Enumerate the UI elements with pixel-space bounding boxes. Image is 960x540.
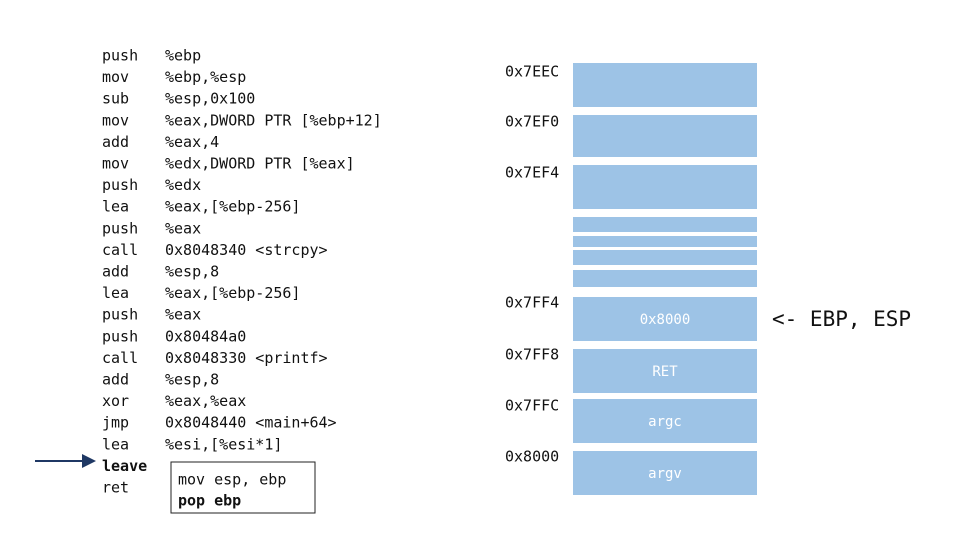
mnemonic: call: [102, 241, 138, 259]
mnemonic: ret: [102, 479, 129, 497]
stack-cell: [573, 236, 757, 247]
mnemonic: mov: [102, 111, 129, 129]
address: 0x7EF4: [505, 164, 559, 182]
operand: 0x8048340 <strcpy>: [165, 241, 328, 259]
operand: %eax,4: [165, 133, 219, 151]
operand: %eax,DWORD PTR [%ebp+12]: [165, 111, 382, 129]
mnemonic: sub: [102, 90, 129, 108]
cell-label: argv: [648, 466, 682, 482]
operand: %esp,0x100: [165, 90, 255, 108]
mnemonic: mov: [102, 68, 129, 86]
address: 0x7FF4: [505, 294, 559, 312]
mnemonic: add: [102, 263, 129, 281]
address: 0x7FFC: [505, 397, 559, 415]
operand: %eax: [165, 306, 201, 324]
mnemonic: push: [102, 327, 138, 345]
stack-cell: [573, 115, 757, 157]
mnemonic: add: [102, 371, 129, 389]
mnemonic: lea: [102, 198, 129, 216]
stack-cell: [573, 270, 757, 287]
current-arrow: [35, 454, 96, 468]
mnemonic: add: [102, 133, 129, 151]
address: 0x8000: [505, 448, 559, 466]
mnemonic: push: [102, 176, 138, 194]
cell-label: argc: [648, 414, 682, 430]
operand: %eax,[%ebp-256]: [165, 198, 300, 216]
operand: 0x8048440 <main+64>: [165, 414, 337, 432]
mnemonic: xor: [102, 392, 129, 410]
address: 0x7EEC: [505, 63, 559, 81]
operand: 0x80484a0: [165, 327, 246, 345]
mnemonic: leave: [102, 457, 147, 475]
mnemonic: lea: [102, 435, 129, 453]
operand: %edx,DWORD PTR [%eax]: [165, 155, 355, 173]
operand: %ebp: [165, 47, 201, 65]
stack-cell: [573, 297, 757, 341]
operand: %esp,8: [165, 263, 219, 281]
stack-cell: [573, 217, 757, 232]
stack-cell: [573, 165, 757, 209]
mnemonic: push: [102, 219, 138, 237]
operand: %eax,[%ebp-256]: [165, 284, 300, 302]
mnemonic: mov: [102, 155, 129, 173]
pointer-label: <- EBP, ESP: [772, 307, 911, 331]
cell-label: 0x8000: [640, 312, 691, 328]
operand: %eax: [165, 219, 201, 237]
address: 0x7FF8: [505, 346, 559, 364]
stack-cell: [573, 63, 757, 107]
cell-label: RET: [652, 364, 678, 380]
note-line: mov esp, ebp: [178, 471, 286, 489]
stack: [573, 63, 757, 287]
operand: %esi,[%esi*1]: [165, 435, 282, 453]
stack-cell: [573, 451, 757, 495]
stack-cell: [573, 399, 757, 443]
operand: %ebp,%esp: [165, 68, 246, 86]
mnemonic: jmp: [102, 414, 129, 432]
stack-cell: [573, 250, 757, 265]
operand: %esp,8: [165, 371, 219, 389]
mnemonic: lea: [102, 284, 129, 302]
operand: %edx: [165, 176, 201, 194]
operand: 0x8048330 <printf>: [165, 349, 328, 367]
operand: %eax,%eax: [165, 392, 246, 410]
stack-cell: [573, 349, 757, 393]
mnemonic: push: [102, 47, 138, 65]
note-line: pop ebp: [178, 492, 241, 510]
note-box: [170, 461, 316, 514]
mnemonic: push: [102, 306, 138, 324]
address: 0x7EF0: [505, 113, 559, 131]
mnemonic: call: [102, 349, 138, 367]
